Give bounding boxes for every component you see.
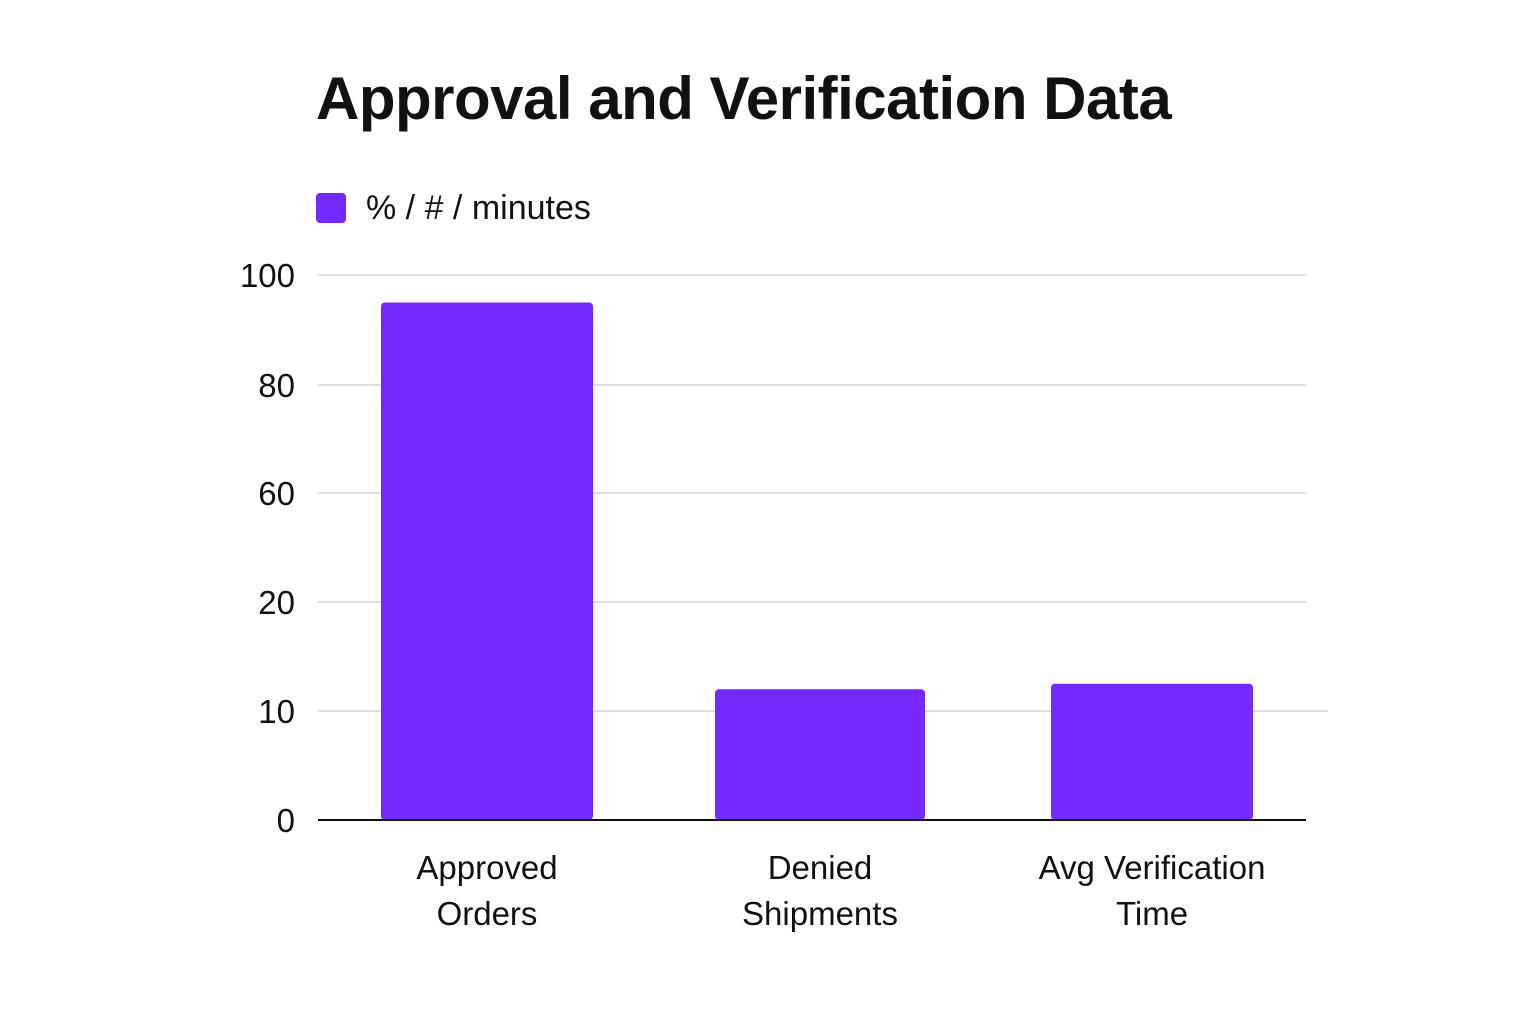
legend-label: % / # / minutes [366,189,591,227]
x-category-label-line: Avg Verification [1039,849,1266,886]
x-category-label: Denied Shipments [742,849,898,932]
legend-swatch [316,193,346,223]
y-tick-label: 60 [258,475,295,512]
labels: 0 10 20 60 80 100 Approved Orders Denied Shipment… [240,257,1265,932]
y-tick-label: 0 [277,802,295,839]
x-category-label-line: Denied [768,849,873,886]
y-tick-label: 100 [240,257,295,294]
x-category-label-line: Approved [416,849,557,886]
x-category-label-line: Time [1116,895,1188,932]
bar-0 [381,302,593,820]
x-category-label: Avg Verification Time [1039,849,1266,932]
x-category-label: Approved Orders [416,849,557,932]
bar-1 [715,689,925,820]
y-tick-label: 10 [258,693,295,730]
y-tick-label: 80 [258,367,295,404]
bar-2 [1051,683,1253,820]
y-tick-label: 20 [258,584,295,621]
bars [381,302,1253,820]
x-category-label-line: Orders [437,895,538,932]
x-category-label-line: Shipments [742,895,898,932]
chart-title: Approval and Verification Data [316,65,1172,132]
legend: % / # / minutes [316,186,591,230]
